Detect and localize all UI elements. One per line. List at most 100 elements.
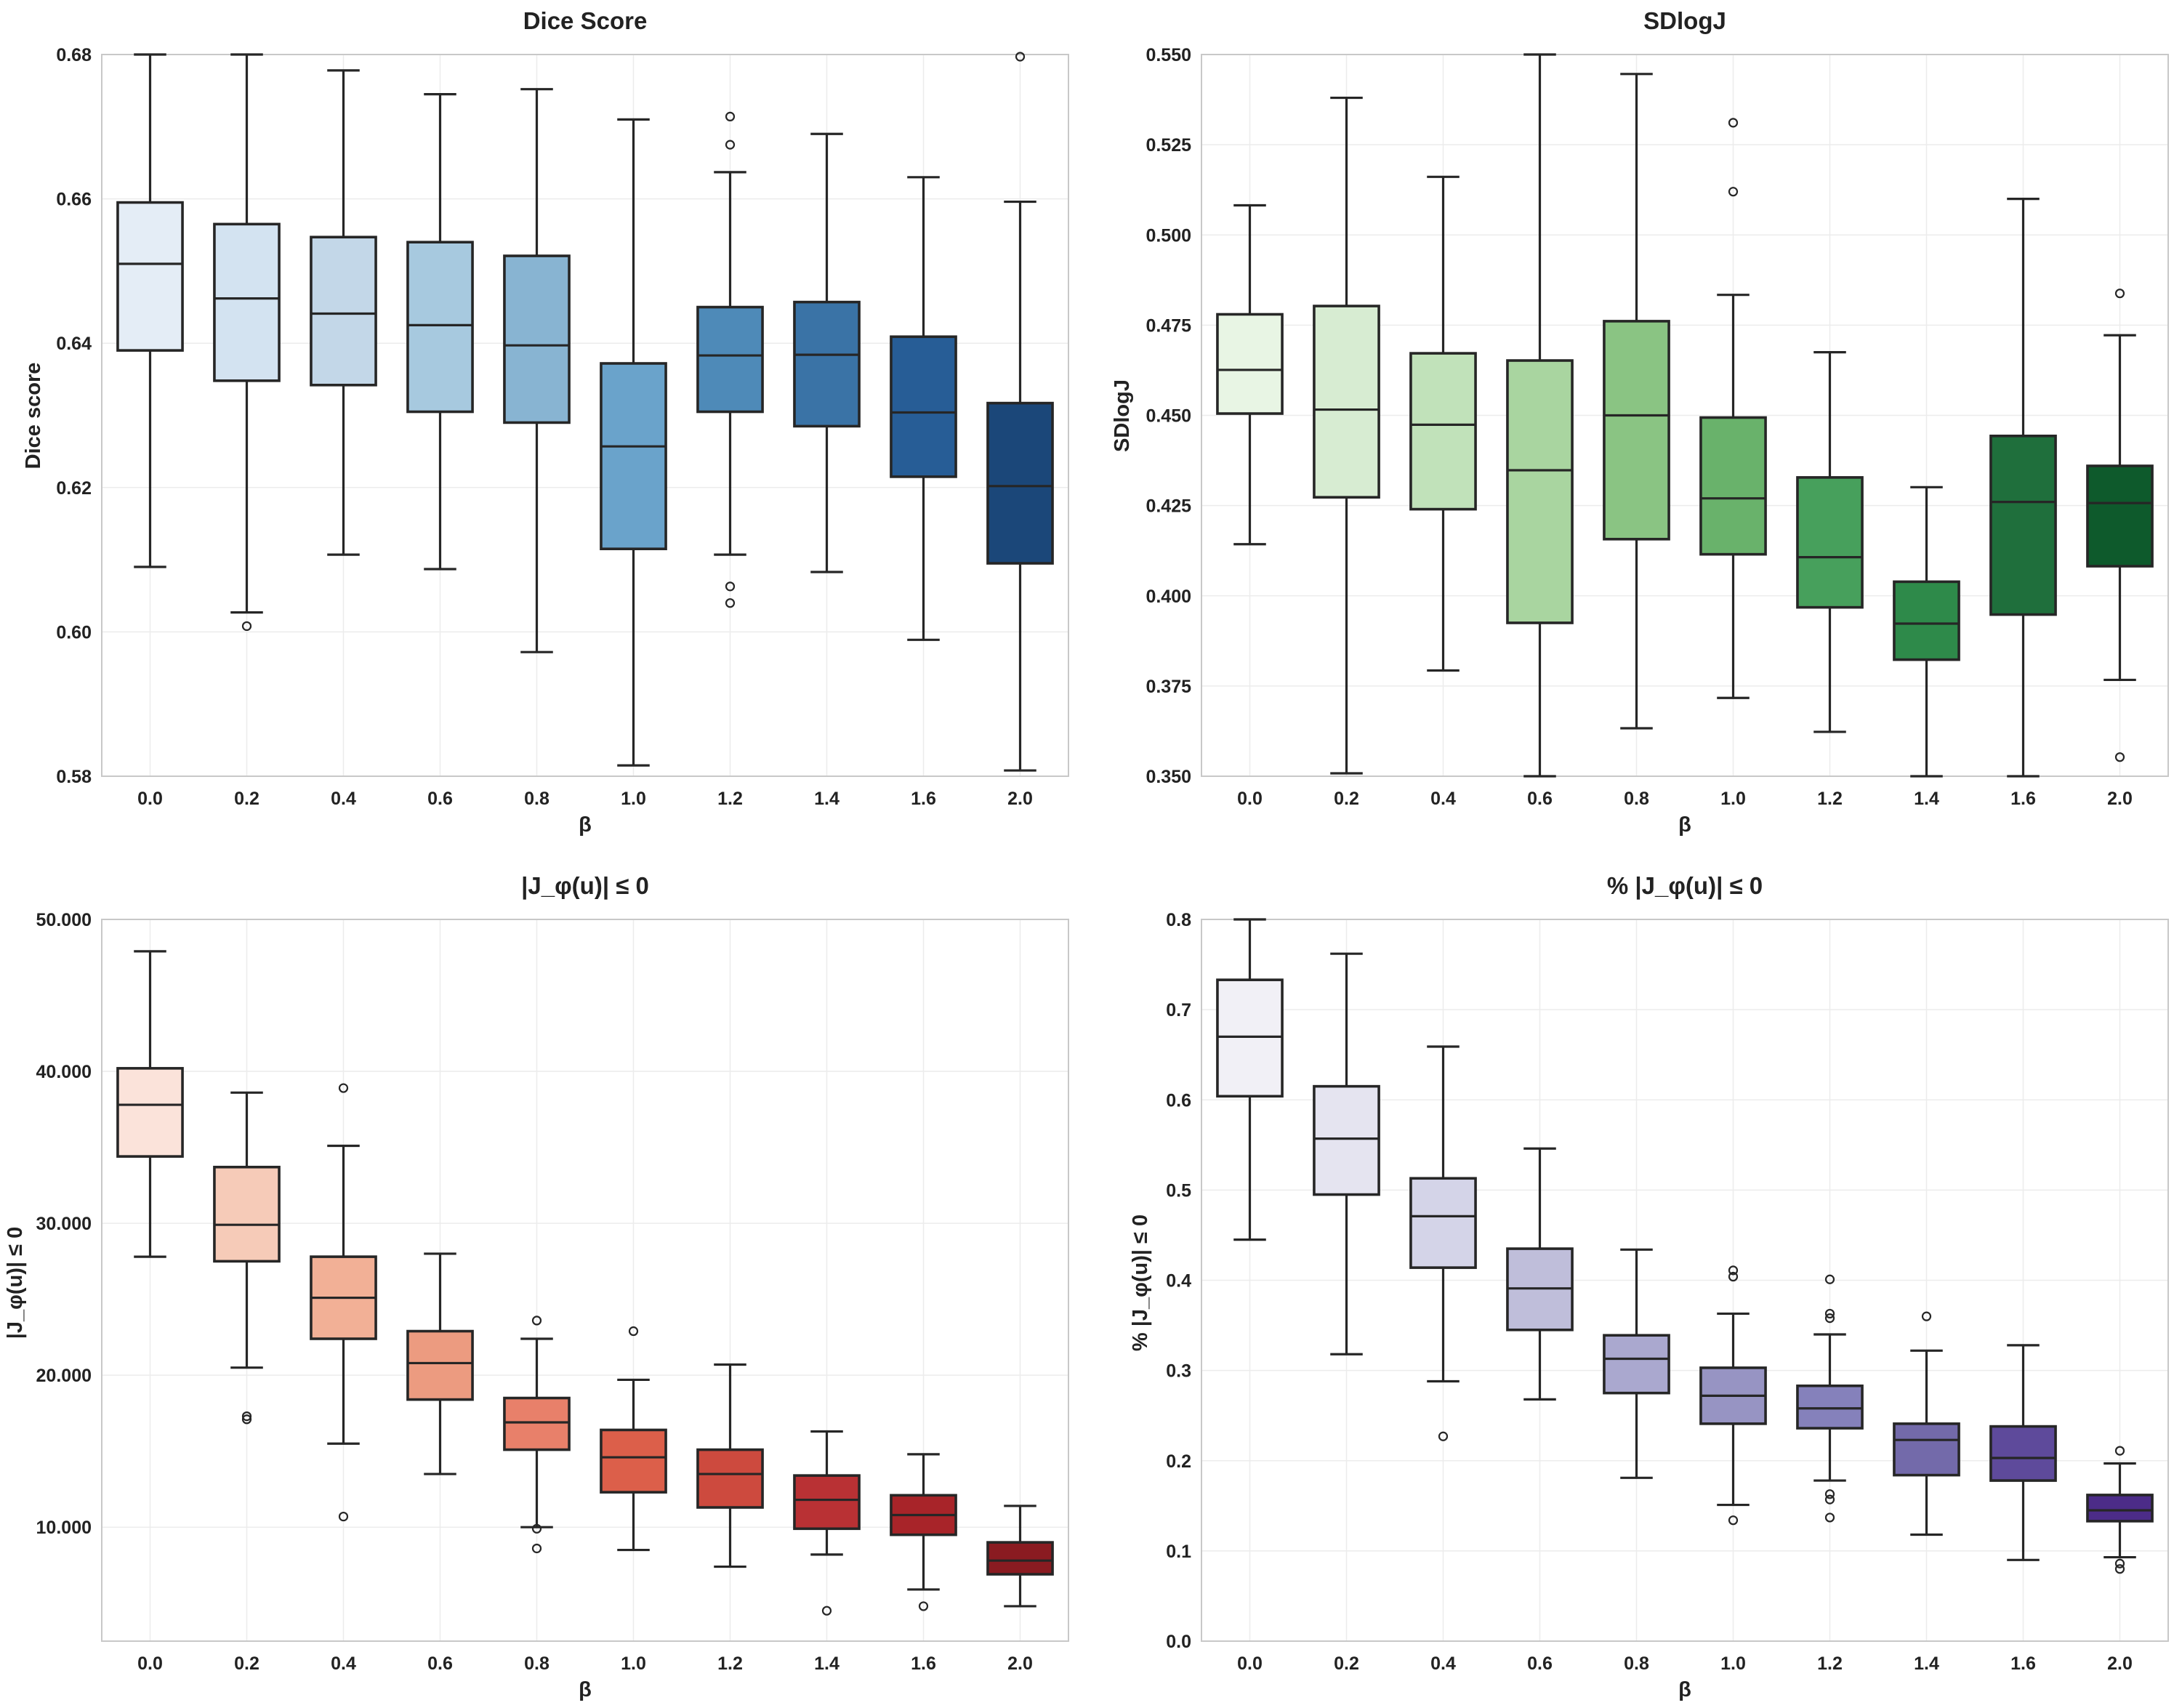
box-group — [1216, 204, 1284, 546]
panel-title: |J_φ(u)| ≤ 0 — [521, 872, 649, 899]
box-iqr — [1893, 580, 1960, 661]
y-tick-label: 0.1 — [1166, 1542, 1191, 1562]
x-tick-label: 1.4 — [814, 789, 840, 809]
outlier-point — [1728, 1271, 1739, 1282]
x-axis-label: β — [1678, 1678, 1691, 1701]
box-iqr — [793, 300, 861, 428]
box-iqr — [1796, 1384, 1864, 1430]
x-tick-label: 0.4 — [331, 789, 356, 809]
box-iqr — [600, 1428, 667, 1494]
box-group — [1409, 1045, 1477, 1441]
outlier-point — [1824, 1512, 1835, 1523]
y-tick-label: 0.3 — [1166, 1361, 1191, 1382]
box-group — [1796, 351, 1864, 733]
panel-title: % |J_φ(u)| ≤ 0 — [1607, 872, 1763, 899]
box-iqr — [310, 235, 377, 387]
x-tick-label: 1.4 — [1914, 1653, 1939, 1674]
box-group — [116, 950, 184, 1258]
outlier-point — [821, 1606, 832, 1616]
box-iqr — [1506, 359, 1574, 624]
box-iqr — [1313, 305, 1380, 499]
outlier-point — [918, 1601, 929, 1611]
x-tick-label: 1.4 — [1914, 789, 1939, 809]
y-tick-label: 0.6 — [1166, 1090, 1191, 1111]
x-tick-label: 0.6 — [1527, 789, 1553, 809]
y-axis-label: % |J_φ(u)| ≤ 0 — [1129, 1214, 1152, 1351]
x-tick-label: 0.0 — [137, 1653, 163, 1674]
box-group — [1796, 1274, 1864, 1523]
outlier-point — [531, 1316, 542, 1326]
box-group — [1506, 53, 1574, 778]
box-group — [503, 1316, 571, 1554]
plot-frame — [1201, 54, 2169, 777]
x-tick-label: 1.0 — [1720, 789, 1746, 809]
box-group — [406, 1252, 474, 1475]
y-tick-label: 0.425 — [1146, 496, 1191, 517]
box-group — [406, 93, 474, 571]
box-iqr — [2086, 464, 2154, 568]
y-tick-label: 0.5 — [1166, 1180, 1191, 1201]
x-tick-label: 2.0 — [1007, 789, 1033, 809]
outlier-point — [1824, 1313, 1835, 1324]
box-iqr — [1796, 476, 1864, 609]
y-tick-label: 0.64 — [56, 334, 92, 354]
y-tick-label: 0.58 — [56, 767, 92, 787]
x-tick-label: 0.8 — [1624, 1653, 1649, 1674]
outlier-point — [1824, 1489, 1835, 1499]
box-group — [1216, 918, 1284, 1241]
x-tick-label: 1.6 — [2010, 789, 2036, 809]
box-iqr — [890, 335, 957, 478]
panel-jacobian-percent: % |J_φ(u)| ≤ 0 β % |J_φ(u)| ≤ 0 0.0 0.1 0.… — [1129, 872, 2169, 1701]
y-tick-label: 0.4 — [1166, 1271, 1191, 1292]
box-iqr — [793, 1474, 861, 1531]
box-group — [696, 111, 764, 608]
box-group — [1603, 1248, 1670, 1479]
box-iqr — [1409, 1177, 1477, 1269]
box-group — [890, 1453, 957, 1611]
x-tick-label: 1.2 — [1817, 789, 1843, 809]
y-tick-label: 0.500 — [1146, 225, 1191, 246]
outlier-point — [241, 1414, 252, 1425]
x-tick-label: 0.0 — [137, 789, 163, 809]
box-iqr — [696, 305, 764, 414]
y-tick-label: 40.000 — [36, 1062, 92, 1082]
x-tick-label: 1.4 — [814, 1653, 840, 1674]
y-tick-label: 0.375 — [1146, 677, 1191, 697]
plot-area: 0.58 0.60 0.62 0.64 0.66 0.68 0.0 0.2 0.4 0.6 0.8 1… — [56, 45, 1069, 809]
x-tick-label: 1.2 — [717, 1653, 743, 1674]
panel-title: Dice Score — [523, 7, 648, 34]
outlier-point — [1921, 1311, 1932, 1321]
x-tick-label: 0.4 — [331, 1653, 356, 1674]
x-tick-label: 0.2 — [234, 1653, 259, 1674]
y-tick-label: 30.000 — [36, 1214, 92, 1234]
y-axis-label: Dice score — [22, 363, 45, 470]
outlier-point — [1015, 52, 1026, 62]
box-iqr — [1893, 1422, 1960, 1477]
outlier-point — [1728, 118, 1739, 128]
box-iqr — [986, 401, 1054, 565]
x-tick-label: 0.2 — [1334, 789, 1359, 809]
outlier-point — [2114, 1446, 2125, 1456]
box-group — [1699, 118, 1767, 699]
box-iqr — [503, 1396, 571, 1451]
x-tick-label: 1.2 — [717, 789, 743, 809]
box-group — [986, 1504, 1054, 1608]
x-axis-label: β — [579, 813, 592, 837]
box-iqr — [2086, 1494, 2154, 1523]
x-tick-label: 0.6 — [427, 789, 453, 809]
outlier-point — [338, 1511, 349, 1522]
x-tick-label: 0.2 — [234, 789, 259, 809]
panel-sdlogj: SDlogJ β SDlogJ 0.350 0.375 0.400 0.425 0.45… — [1111, 7, 2169, 837]
y-tick-label: 0.525 — [1146, 135, 1191, 156]
y-tick-label: 10.000 — [36, 1518, 92, 1538]
box-group — [1313, 96, 1380, 775]
y-axis-label: SDlogJ — [1111, 379, 1134, 452]
box-iqr — [1409, 352, 1477, 511]
y-axis-label: |J_φ(u)| ≤ 0 — [4, 1227, 27, 1339]
x-tick-label: 0.0 — [1237, 1653, 1263, 1674]
outlier-point — [1728, 1515, 1739, 1526]
y-tick-label: 0.350 — [1146, 767, 1191, 787]
box-iqr — [116, 201, 184, 352]
box-group — [600, 118, 667, 767]
box-group — [503, 88, 571, 653]
